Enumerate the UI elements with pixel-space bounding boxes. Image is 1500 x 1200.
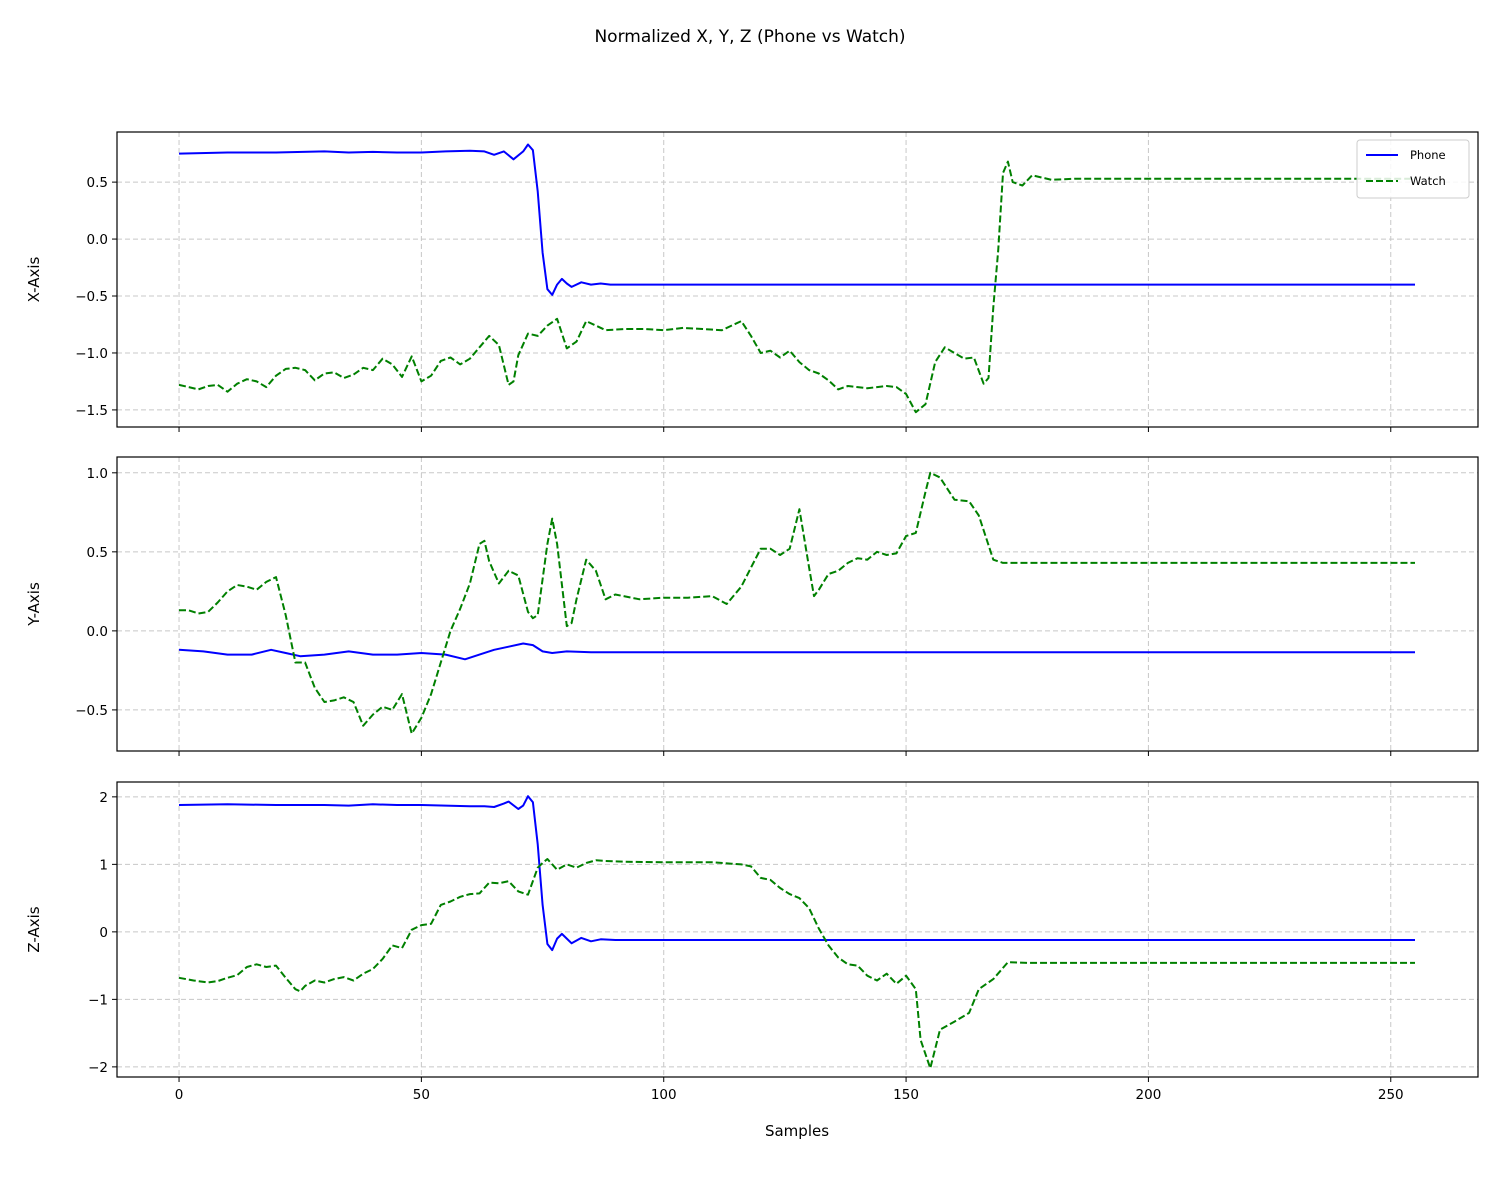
series-line-phone-z: [178, 795, 1415, 952]
x-tick-label: 0: [175, 1087, 184, 1103]
y-axis-label-x: X-Axis: [25, 256, 43, 302]
legend-label-phone: Phone: [1410, 148, 1446, 162]
axes-frame: [116, 456, 1479, 752]
y-tick-label: 0.5: [87, 545, 108, 561]
series-line-watch-z: [178, 858, 1415, 1070]
y-axis-label-y: Y-Axis: [25, 582, 43, 627]
x-tick-label: 250: [1378, 1087, 1404, 1103]
y-tick-label: −1.5: [75, 403, 108, 419]
subplot-y: 1.0 0.5 0.0 −0.5 Y-Axis: [25, 456, 1479, 756]
axes-frame: [116, 131, 1479, 428]
x-axis-label: Samples: [765, 1122, 829, 1140]
y-tick-label: 0.5: [87, 175, 108, 191]
y-tick-label: 2: [99, 790, 108, 806]
y-tick-label: 1: [99, 857, 108, 873]
series-line-watch-y: [179, 471, 1415, 735]
y-tick-label: −0.5: [75, 289, 108, 305]
series-line-watch-x: [178, 160, 1415, 414]
x-tick-label: 100: [651, 1087, 677, 1103]
legend: Phone Watch: [1356, 139, 1470, 199]
y-tick-label: −1.0: [75, 346, 108, 362]
subplot-x: 0.5 0.0 −0.5 −1.0 −1.5 X-Axis Phone Watch: [25, 131, 1479, 432]
chart-title: Normalized X, Y, Z (Phone vs Watch): [594, 27, 905, 47]
legend-label-watch: Watch: [1410, 174, 1446, 188]
series-line-phone-y: [178, 642, 1415, 661]
series-line-phone-x: [178, 143, 1415, 296]
y-tick-label: −2: [88, 1060, 108, 1076]
y-tick-label: −1: [88, 992, 108, 1008]
axes-frame: [116, 781, 1479, 1078]
y-axis-label-z: Z-Axis: [25, 906, 43, 952]
y-tick-label: 0.0: [87, 232, 108, 248]
subplot-z: 0 50 100 150 200 250 2 1 0 −1 −2 Z-Axis: [25, 781, 1479, 1103]
subplots: 0.5 0.0 −0.5 −1.0 −1.5 X-Axis Phone Watch 1.0 0.5…: [25, 131, 1479, 1103]
x-tick-label: 150: [893, 1087, 919, 1103]
x-tick-label: 200: [1136, 1087, 1162, 1103]
y-tick-label: 0.0: [87, 624, 108, 640]
y-tick-label: 0: [99, 925, 108, 941]
y-tick-label: 1.0: [87, 466, 108, 482]
y-tick-label: −0.5: [75, 703, 108, 719]
x-tick-label: 50: [413, 1087, 430, 1103]
